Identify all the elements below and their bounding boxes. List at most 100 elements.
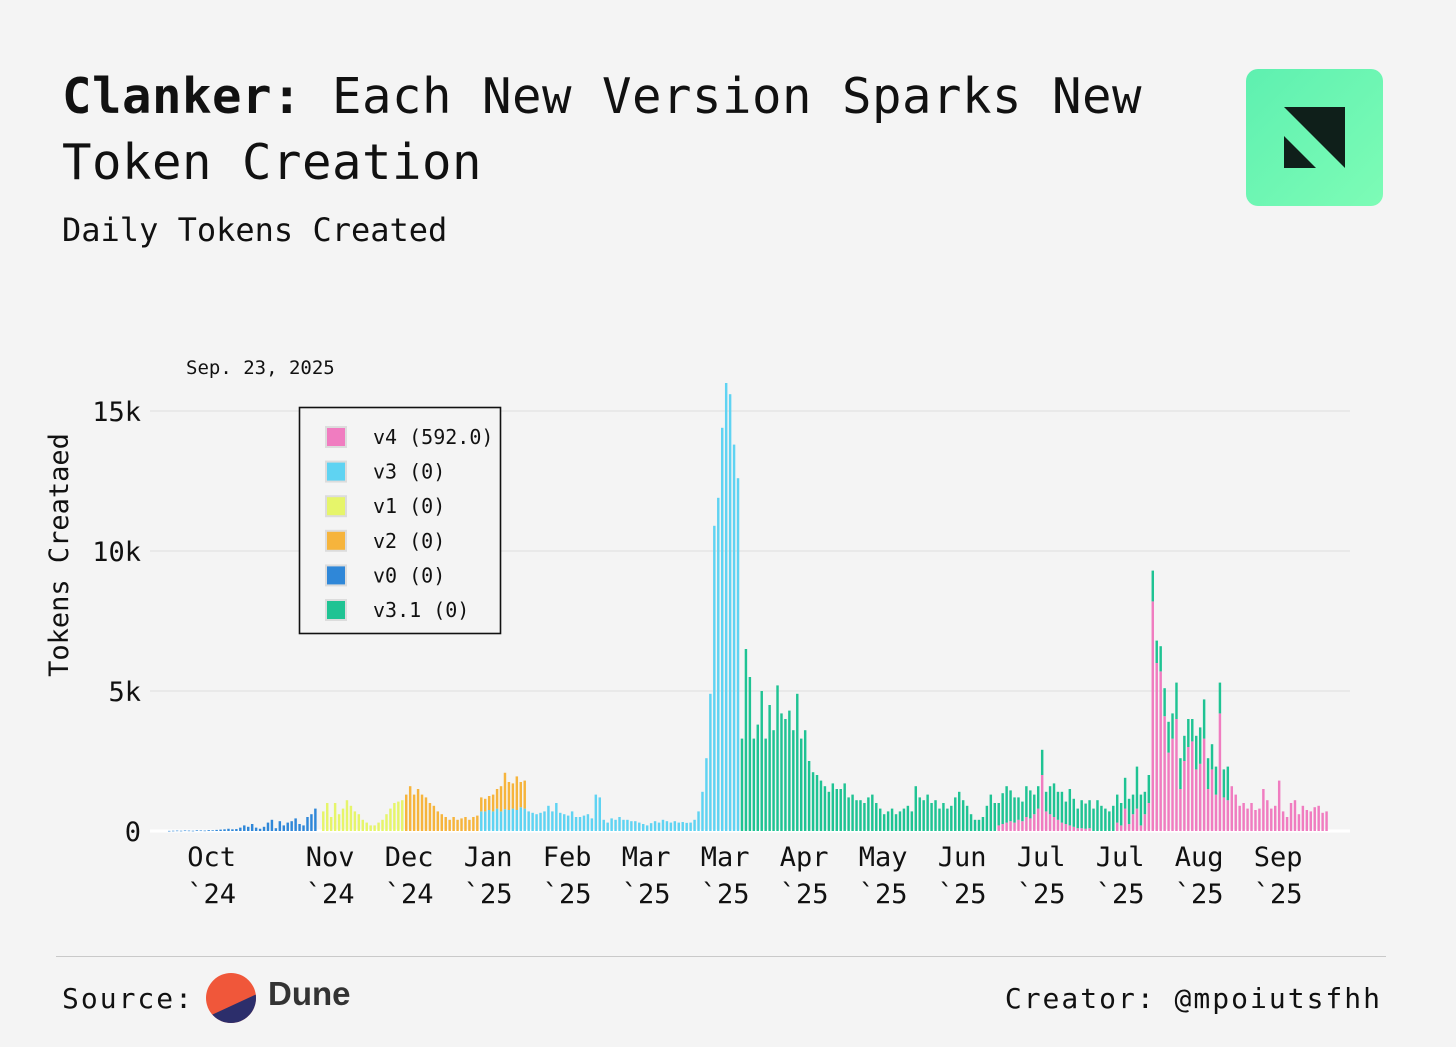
hover-date: Sep. 23, 2025 [186, 357, 335, 379]
bar-v4 [1033, 814, 1036, 831]
bar-v4 [1139, 825, 1143, 831]
bar-v4 [1005, 822, 1008, 831]
bar-v2 [499, 786, 503, 812]
bar-v3 [728, 394, 732, 831]
bar-v0 [223, 829, 226, 831]
bar-v0 [171, 830, 175, 832]
bar-v0 [219, 829, 222, 831]
bar-v2 [484, 798, 487, 812]
y-tick-label: 10k [92, 537, 141, 568]
legend-swatch [325, 495, 347, 518]
bar-v0 [278, 821, 282, 831]
bar-v4 [1123, 808, 1127, 831]
bar-v3.1 [1127, 798, 1131, 824]
bar-v3.1 [871, 794, 874, 831]
bar-v3 [689, 822, 692, 831]
x-tick-label: `25 [1175, 879, 1224, 910]
x-tick-label: Oct [187, 842, 236, 873]
bar-v3 [586, 814, 590, 831]
bar-v2 [456, 819, 459, 831]
bar-v3.1 [1195, 735, 1198, 770]
bar-v3.1 [807, 761, 811, 831]
bar-v3 [484, 811, 487, 831]
bar-v3.1 [800, 738, 803, 831]
bar-v3.1 [1163, 688, 1166, 717]
bar-v3 [618, 817, 621, 831]
bar-v2 [420, 794, 424, 831]
bar-v3 [602, 819, 605, 831]
bar-v3.1 [950, 805, 953, 831]
bar-v3.1 [914, 786, 917, 831]
bar-v0 [282, 825, 285, 831]
bar-v2 [523, 780, 526, 809]
bar-v4 [1013, 822, 1016, 831]
bar-v3.1 [788, 710, 791, 831]
bar-v4 [1052, 817, 1056, 831]
bar-v0 [179, 830, 183, 832]
y-tick-label: 15k [92, 397, 141, 428]
x-tick-label: Jan [464, 842, 513, 873]
bar-v1 [326, 803, 329, 831]
bar-v4 [1187, 747, 1190, 831]
y-tick-label: 0 [125, 817, 141, 848]
bar-v1 [381, 819, 384, 831]
bar-v3 [638, 822, 641, 831]
bar-v3 [661, 819, 665, 831]
bar-v1 [389, 808, 392, 831]
bar-v1 [341, 808, 345, 831]
bar-v2 [460, 818, 463, 831]
x-tick-label: `25 [1254, 879, 1303, 910]
footer-divider [56, 956, 1386, 957]
bar-v3.1 [819, 780, 823, 831]
bar-v1 [365, 822, 368, 831]
x-tick-label: `25 [464, 879, 513, 910]
bar-v3.1 [1198, 727, 1202, 764]
bar-v3.1 [740, 738, 744, 831]
bar-v3.1 [1116, 794, 1119, 823]
bar-v2 [428, 803, 432, 831]
bar-v3.1 [1131, 794, 1135, 815]
x-tick-label: Mar [701, 842, 750, 873]
bar-v0 [207, 830, 210, 831]
dune-logo-icon [206, 973, 256, 1023]
bar-v3 [645, 825, 649, 831]
legend-label: v2 (0) [373, 529, 445, 553]
bar-v3.1 [1183, 735, 1186, 761]
bar-v3.1 [1001, 793, 1004, 824]
bar-v0 [266, 822, 270, 831]
bar-v4 [1159, 671, 1162, 831]
bar-v4 [1179, 789, 1182, 831]
bar-v4 [1135, 808, 1139, 831]
bar-v0 [302, 825, 305, 831]
bar-v3 [701, 791, 704, 831]
bar-v4 [1226, 800, 1230, 831]
bar-v2 [444, 817, 447, 831]
bar-v4 [1309, 811, 1312, 831]
bar-v2 [436, 811, 440, 831]
bar-v3.1 [1171, 713, 1174, 739]
bar-v3 [709, 693, 712, 831]
bar-v3.1 [851, 794, 854, 831]
bar-v3.1 [772, 730, 775, 831]
bar-v4 [1037, 808, 1040, 831]
bar-v2 [503, 772, 507, 810]
bar-v3 [626, 819, 629, 831]
bar-v3 [665, 821, 669, 831]
bar-v3 [673, 821, 677, 831]
bar-v2 [495, 789, 499, 809]
bar-v3.1 [776, 685, 779, 831]
bar-v0 [258, 828, 262, 831]
bar-v3 [713, 525, 716, 831]
bar-v0 [314, 808, 317, 831]
bar-v2 [468, 819, 471, 831]
bar-v4 [1258, 808, 1261, 831]
bar-v3 [503, 809, 507, 831]
bar-v4 [1325, 811, 1328, 831]
bar-v3.1 [918, 797, 921, 831]
bar-v3.1 [886, 811, 890, 831]
bar-v4 [1266, 800, 1269, 831]
bar-v3.1 [803, 730, 807, 831]
legend-swatch [325, 529, 347, 552]
bar-v3 [657, 822, 661, 831]
bar-v3 [566, 815, 570, 831]
